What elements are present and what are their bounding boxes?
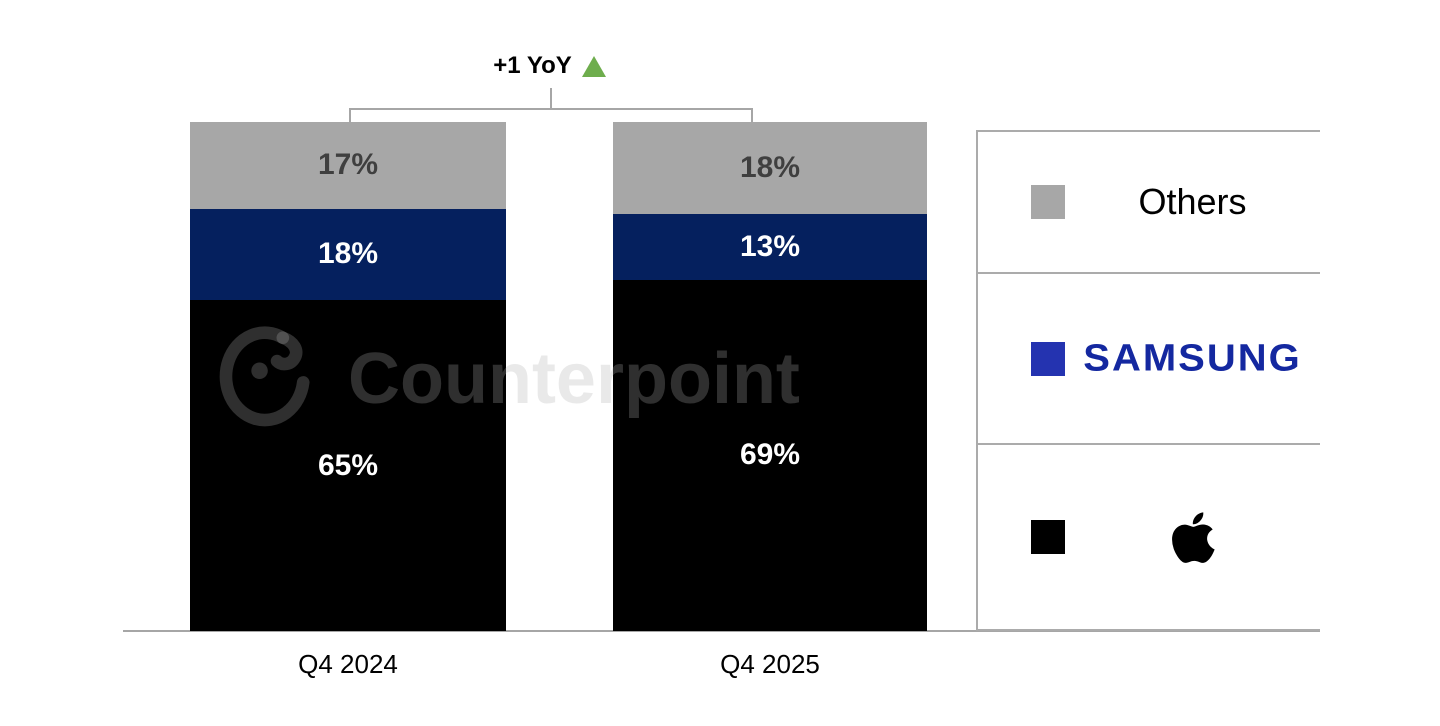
bar-q4-2025: 18% 13% 69% — [613, 122, 927, 631]
legend: Others SAMSUNG — [976, 130, 1320, 631]
segment-apple-q4-2024: 65% — [190, 300, 506, 631]
segment-apple-q4-2025: 69% — [613, 279, 927, 631]
legend-item-samsung: SAMSUNG — [978, 274, 1320, 445]
segment-label: 65% — [317, 448, 379, 482]
bar-q4-2024: 17% 18% 65% — [190, 122, 506, 631]
apple-logo-icon — [1171, 511, 1215, 563]
segment-label: 18% — [739, 150, 801, 184]
segment-label: 17% — [317, 148, 379, 182]
bracket-right-tick — [751, 108, 753, 122]
x-axis-line — [123, 630, 1320, 632]
bracket-center-tick — [550, 88, 552, 108]
x-label-q4-2025: Q4 2025 — [720, 649, 820, 679]
others-legend-label: Others — [1138, 181, 1247, 222]
segment-label: 13% — [739, 229, 801, 263]
segment-label: 18% — [317, 237, 379, 271]
segment-others-q4-2024: 17% — [190, 122, 506, 209]
x-label-q4-2024: Q4 2024 — [298, 649, 398, 679]
samsung-swatch — [1031, 341, 1065, 376]
segment-label: 69% — [739, 438, 801, 472]
bracket-horizontal-line — [349, 108, 753, 110]
up-triangle-icon — [581, 55, 606, 77]
segment-samsung-q4-2025: 13% — [613, 213, 927, 280]
bracket-left-tick — [349, 108, 351, 122]
yoy-label: +1 YoY — [493, 52, 572, 79]
legend-item-apple — [978, 445, 1320, 629]
apple-swatch — [1031, 520, 1065, 554]
others-swatch — [1031, 185, 1065, 219]
segment-samsung-q4-2024: 18% — [190, 208, 506, 301]
samsung-wordmark: SAMSUNG — [1083, 337, 1302, 379]
legend-item-others: Others — [978, 132, 1320, 274]
yoy-annotation: +1 YoY — [430, 52, 670, 80]
segment-others-q4-2025: 18% — [613, 122, 927, 214]
